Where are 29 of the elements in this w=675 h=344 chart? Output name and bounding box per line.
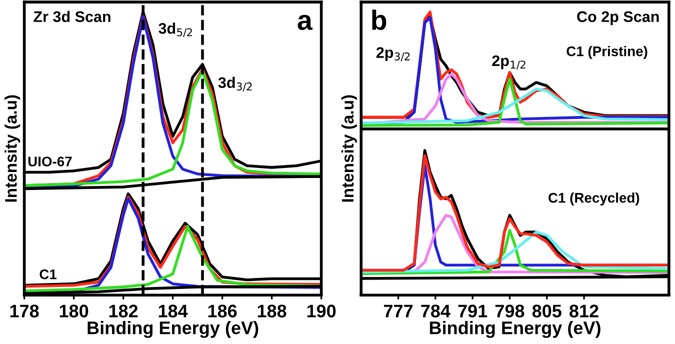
- x-tick-label: 777: [384, 304, 413, 318]
- y-axis-title: Intensity (a.u): [4, 95, 20, 202]
- x-axis-title: Binding Energy (eV): [430, 321, 600, 338]
- x-tick-label: 190: [307, 304, 336, 318]
- x-tick-label: 784: [421, 304, 450, 318]
- x-tick-label: 188: [258, 304, 286, 318]
- x-axis-title: Binding Energy (eV): [88, 321, 258, 338]
- annotation: b: [372, 10, 386, 30]
- y-axis-title: Intensity (a.u): [341, 95, 357, 202]
- annotation: a: [298, 14, 313, 30]
- annotation: C1: [40, 269, 57, 280]
- annotation: UIO-67: [28, 156, 72, 166]
- x-tick-label: 798: [495, 304, 524, 318]
- chart-title: Zr 3d Scan: [34, 10, 110, 22]
- x-tick-label: 805: [532, 304, 562, 318]
- x-tick-label: 812: [570, 304, 598, 318]
- x-tick-label: 186: [208, 304, 237, 318]
- x-tick-label: 180: [60, 304, 88, 318]
- annotation: C1 (Pristine): [566, 46, 648, 59]
- annotation: 3d$_{3/2}$: [218, 76, 252, 92]
- annotation: 2p$_{1/2}$: [492, 55, 526, 70]
- x-tick-label: 182: [109, 304, 138, 318]
- annotation: C1 (Recycled): [548, 192, 640, 206]
- chart-title: Co 2p Scan: [577, 11, 659, 26]
- x-tick-label: 178: [10, 304, 39, 318]
- x-tick-label: 184: [158, 304, 188, 318]
- x-tick-label: 791: [458, 304, 488, 318]
- annotation: 3d$_{5/2}$: [158, 22, 192, 38]
- annotation: 2p$_{3/2}$: [376, 47, 410, 62]
